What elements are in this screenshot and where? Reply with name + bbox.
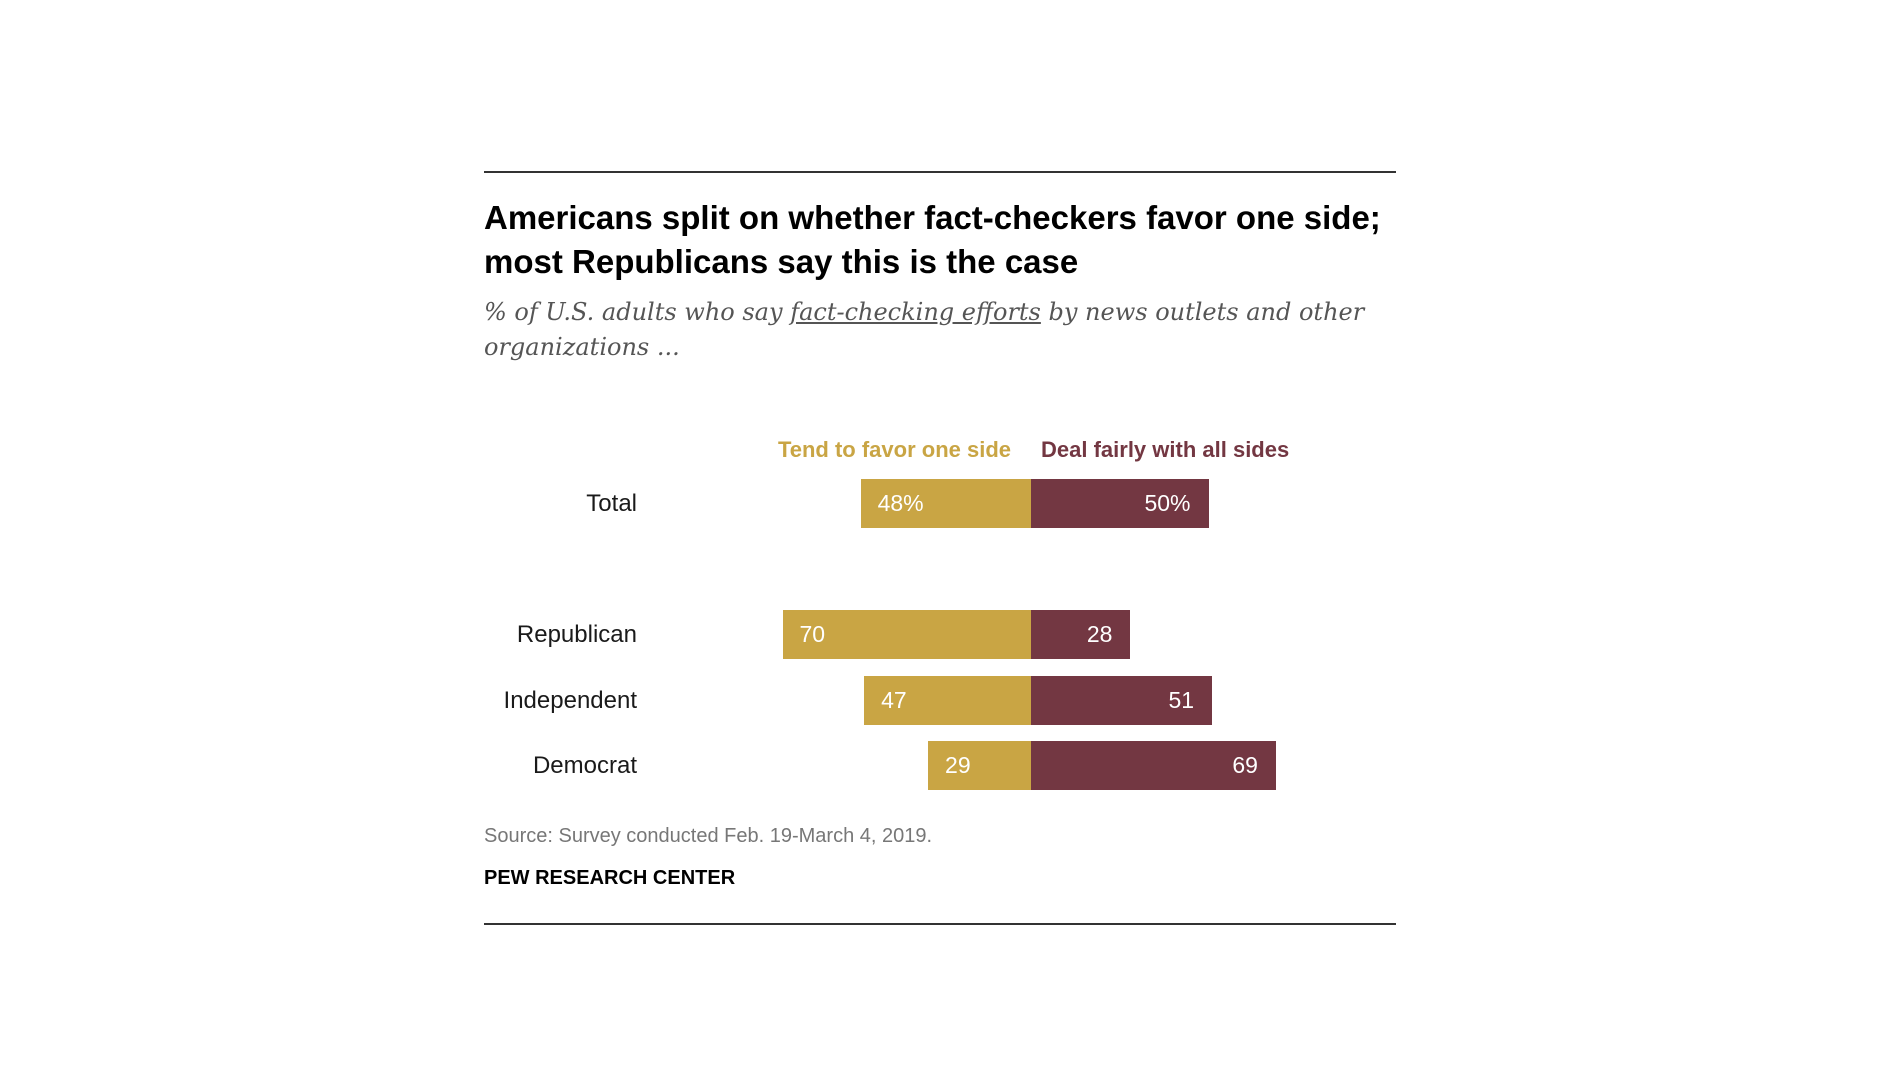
bar-deal-fairly-total (1031, 479, 1209, 528)
value-label-favor-one-side-democrat: 29 (945, 752, 971, 778)
bar-deal-fairly-democrat (1031, 741, 1276, 790)
subtitle-lead: % of U.S. adults who say (484, 298, 791, 326)
legend-favor-one-side: Tend to favor one side (777, 437, 1011, 462)
value-label-favor-one-side-republican: 70 (799, 621, 826, 647)
value-label-favor-one-side-total: 48% (877, 490, 924, 516)
bar-favor-one-side-independent (864, 676, 1031, 725)
category-label-republican: Republican (516, 620, 637, 648)
chart-title: Americans split on whether fact-checkers… (484, 199, 1381, 280)
bottom-rule (484, 923, 1396, 925)
value-label-deal-fairly-independent: 51 (1168, 687, 1195, 713)
value-label-favor-one-side-independent: 47 (881, 687, 907, 713)
category-label-independent: Independent (503, 686, 637, 714)
category-label-total: Total (586, 489, 637, 517)
bar-favor-one-side-republican (782, 610, 1031, 659)
organization-name: PEW RESEARCH CENTER (484, 867, 736, 889)
value-label-deal-fairly-total: 50% (1144, 490, 1191, 516)
bar-deal-fairly-republican (1031, 610, 1131, 659)
chart-subtitle: % of U.S. adults who say fact-checking e… (484, 295, 1384, 365)
legend-deal-fairly: Deal fairly with all sides (1041, 437, 1290, 462)
source-note: Source: Survey conducted Feb. 19-March 4… (484, 825, 933, 847)
bar-deal-fairly-independent (1031, 676, 1213, 725)
top-rule (484, 171, 1396, 173)
subtitle-underlined: fact-checking efforts (790, 298, 1041, 326)
subtitle-tail: by news outlets and other organizations … (484, 298, 1365, 361)
bar-favor-one-side-total (860, 479, 1031, 528)
value-label-deal-fairly-republican: 28 (1086, 621, 1113, 647)
bar-favor-one-side-democrat (928, 741, 1031, 790)
category-label-democrat: Democrat (532, 751, 637, 779)
value-label-deal-fairly-democrat: 69 (1232, 752, 1258, 778)
